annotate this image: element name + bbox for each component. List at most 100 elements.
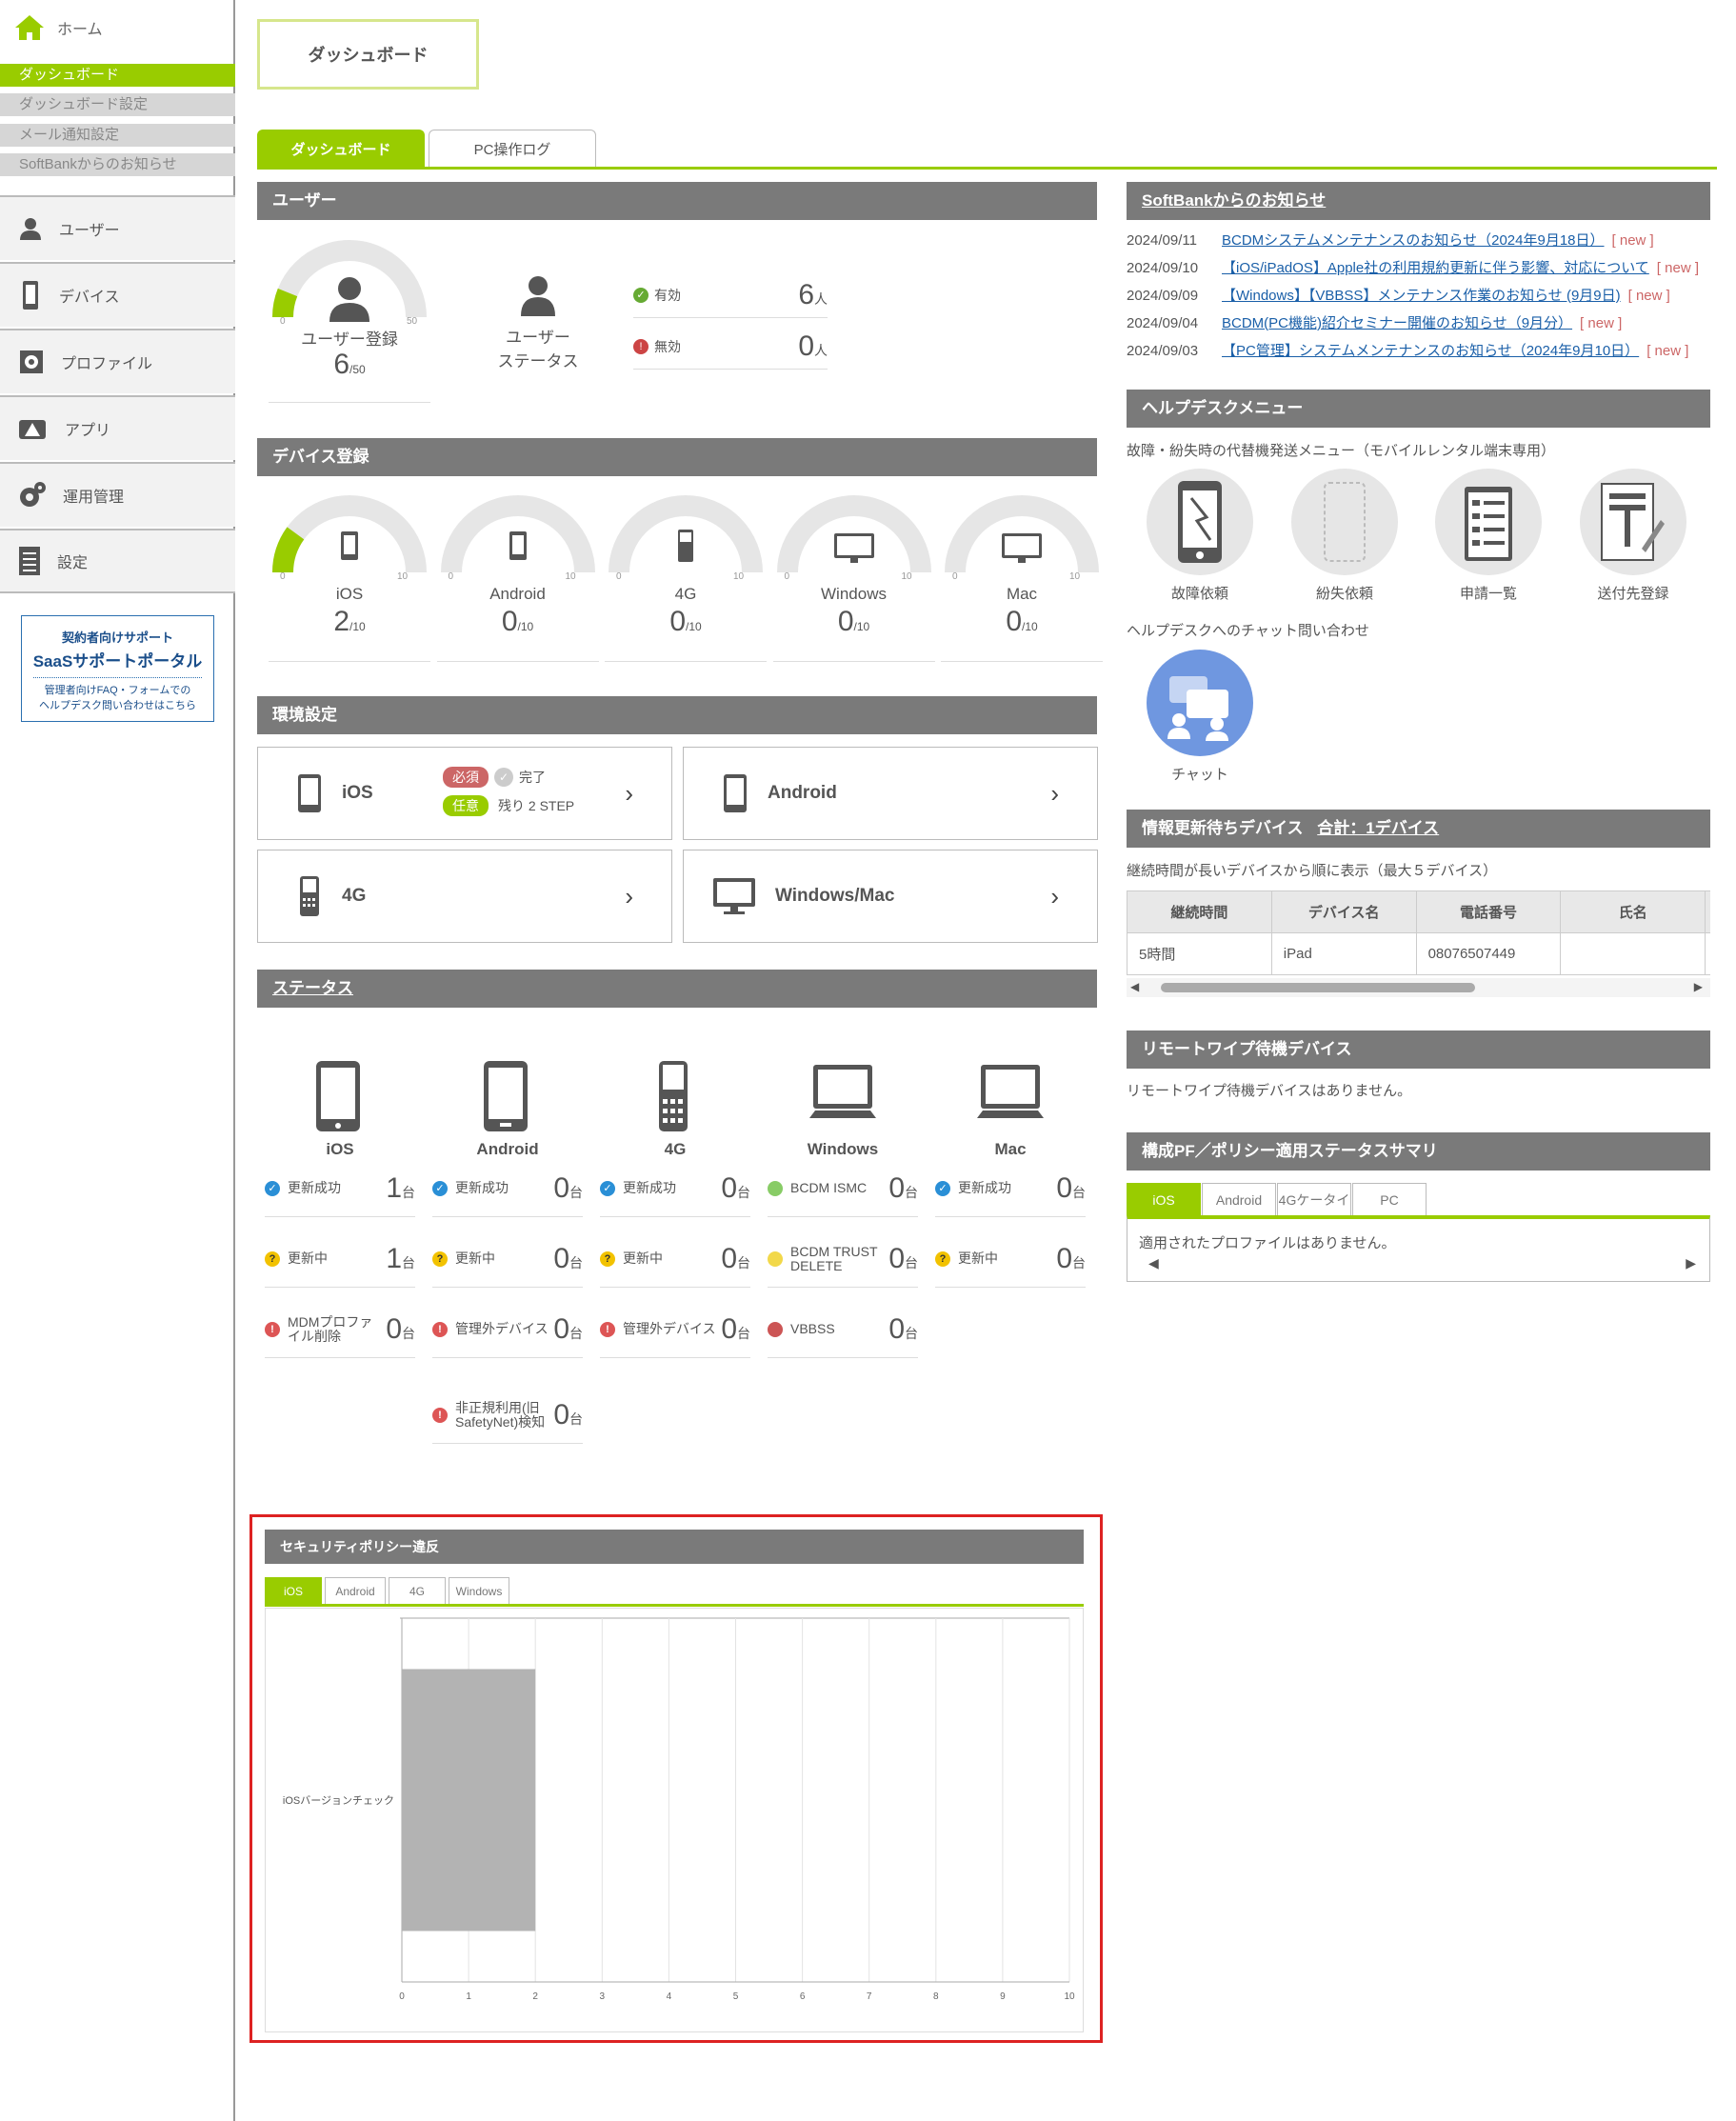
status-label: 更新成功	[455, 1180, 509, 1195]
status-device-label: Android	[476, 1140, 539, 1158]
news-link[interactable]: 【iOS/iPadOS】Apple社の利用規約更新に伴う影響、対応について	[1222, 260, 1649, 276]
env-winmac-card[interactable]: Windows/Mac ›	[683, 850, 1098, 943]
table-cell	[1560, 932, 1706, 975]
chevron-right-icon: ›	[1050, 881, 1059, 910]
table-header[interactable]: 氏名	[1560, 890, 1706, 933]
subnav-dashboard[interactable]: ダッシュボード	[0, 64, 235, 87]
nav-profiles[interactable]: プロファイル	[0, 329, 235, 393]
policy-tab-android[interactable]: Android	[1202, 1183, 1276, 1215]
status-row[interactable]: ? 更新中 0台	[432, 1231, 583, 1288]
nav-users[interactable]: ユーザー	[0, 195, 235, 260]
invalid-count: 0	[798, 330, 814, 362]
env-ios-card[interactable]: iOS 必須 ✓ 完了 任意 残り 2 STEP ›	[257, 747, 672, 840]
table-row[interactable]: 5時間 iPad 08076507449	[1127, 932, 1710, 975]
scroll-left-icon[interactable]: ◀	[1148, 1255, 1159, 1271]
status-count: 0	[553, 1398, 569, 1431]
device-gauge-value: 0/10	[941, 606, 1103, 638]
status-row[interactable]: ? 更新中 0台	[935, 1231, 1086, 1288]
policy-tab-ios[interactable]: iOS	[1127, 1183, 1201, 1215]
status-row[interactable]: ! 管理外デバイス 0台	[600, 1301, 750, 1358]
status-count: 1	[386, 1171, 402, 1204]
status-unit: 台	[1072, 1254, 1086, 1271]
table-header[interactable]: デバイス名	[1270, 890, 1417, 933]
env-4g-card[interactable]: 4G ›	[257, 850, 672, 943]
news-link[interactable]: BCDM(PC機能)紹介セミナー開催のお知らせ（9月分）	[1222, 315, 1573, 331]
status-row[interactable]: ? 更新中 1台	[265, 1231, 415, 1288]
env-section-header: 環境設定	[257, 696, 1097, 734]
security-tab-ios[interactable]: iOS	[265, 1577, 322, 1604]
user-icon	[521, 276, 555, 316]
feature-phone-icon	[300, 876, 319, 916]
scroll-left-icon[interactable]: ◀	[1130, 980, 1140, 993]
user-gauge: 0 50 ユーザー登録 6/50	[269, 236, 430, 408]
news-link[interactable]: BCDMシステムメンテナンスのお知らせ（2024年9月18日）	[1222, 232, 1605, 249]
subnav-softbank-news[interactable]: SoftBankからのお知らせ	[0, 153, 235, 176]
postal-mark-icon	[1601, 483, 1665, 561]
status-row[interactable]: ! 非正規利用(旧SafetyNet)検知 0台	[432, 1387, 583, 1444]
news-link[interactable]: 【Windows】【VBBSS】メンテナンス作業のお知らせ (9月9日)	[1222, 288, 1621, 304]
status-section-header[interactable]: ステータス	[257, 970, 1097, 1008]
subnav-dashboard-settings[interactable]: ダッシュボード設定	[0, 93, 235, 116]
status-row[interactable]: BCDM ISMC 0台	[768, 1160, 918, 1217]
table-cell: 5時間	[1127, 932, 1272, 975]
clipboard-icon	[1465, 487, 1512, 561]
nav-settings[interactable]: 設定	[0, 529, 235, 593]
device-gauge-value: 0/10	[773, 606, 935, 638]
policy-tab-pc[interactable]: PC	[1352, 1183, 1427, 1215]
main-tabs: ダッシュボード PC操作ログ	[257, 130, 596, 168]
policy-section-header: 構成PF／ポリシー適用ステータスサマリ	[1127, 1132, 1710, 1171]
security-tab-android[interactable]: Android	[325, 1577, 386, 1604]
table-header[interactable]: 継続時間	[1127, 890, 1272, 933]
document-icon	[19, 547, 40, 575]
pending-total[interactable]: 合計：1デバイス	[1317, 819, 1440, 837]
status-row[interactable]: ✓ 更新成功 0台	[600, 1160, 750, 1217]
status-unit: 台	[737, 1254, 750, 1271]
home-link[interactable]: ホーム	[13, 13, 103, 42]
status-row[interactable]: ✓ 更新成功 0台	[432, 1160, 583, 1217]
helpdesk-chat[interactable]: チャット	[1138, 650, 1262, 784]
nav-devices[interactable]: デバイス	[0, 262, 235, 327]
warning-icon: !	[265, 1321, 280, 1337]
status-row[interactable]: ! MDMプロファイル削除 0台	[265, 1301, 415, 1358]
helpdesk-lost[interactable]: 紛失依頼	[1283, 469, 1407, 603]
status-row[interactable]: ? 更新中 0台	[600, 1231, 750, 1288]
status-row[interactable]: ✓ 更新成功 1台	[265, 1160, 415, 1217]
table-header[interactable]: 部署	[1705, 890, 1710, 933]
support-portal-banner[interactable]: 契約者向けサポート SaaSサポートポータル 管理者向けFAQ・フォームでの ヘ…	[21, 615, 214, 722]
scroll-thumb[interactable]	[1161, 983, 1475, 992]
users-section-header: ユーザー	[257, 182, 1097, 220]
nav-apps[interactable]: アプリ	[0, 395, 235, 460]
x-tick-label: 6	[800, 1991, 806, 2002]
news-section-header[interactable]: SoftBankからのお知らせ	[1127, 182, 1710, 220]
status-row[interactable]: BCDM TRUST DELETE 0台	[768, 1231, 918, 1288]
x-tick-label: 1	[466, 1991, 471, 2002]
news-link[interactable]: 【PC管理】システムメンテナンスのお知らせ（2024年9月10日）	[1222, 343, 1640, 359]
helpdesk-applications[interactable]: 申請一覧	[1427, 469, 1550, 603]
tab-dashboard[interactable]: ダッシュボード	[257, 130, 425, 168]
pending-scrollbar[interactable]: ◀ ▶	[1127, 978, 1710, 997]
helpdesk-breakdown[interactable]: 故障依頼	[1138, 469, 1262, 603]
portal-line1: 契約者向けサポート	[61, 630, 173, 645]
policy-tab-4g[interactable]: 4Gケータイ	[1277, 1183, 1351, 1215]
warning-icon: !	[600, 1321, 615, 1337]
security-tab-4g[interactable]: 4G	[389, 1577, 446, 1604]
nav-operations[interactable]: 運用管理	[0, 462, 235, 527]
tab-pc-log[interactable]: PC操作ログ	[429, 130, 596, 168]
status-row[interactable]: ✓ 更新成功 0台	[935, 1160, 1086, 1217]
helpdesk-address[interactable]: 送付先登録	[1571, 469, 1695, 603]
table-header[interactable]: 電話番号	[1415, 890, 1562, 933]
device-gauge-value: 0/10	[605, 606, 767, 638]
security-tab-line	[265, 1604, 1084, 1607]
status-count: 0	[386, 1312, 402, 1345]
env-android-card[interactable]: Android ›	[683, 747, 1098, 840]
subnav-mail-settings[interactable]: メール通知設定	[0, 124, 235, 147]
security-tab-windows[interactable]: Windows	[449, 1577, 509, 1604]
status-device-mac: Mac	[939, 1059, 1082, 1159]
scroll-right-icon[interactable]: ▶	[1686, 1255, 1696, 1271]
status-count: 0	[721, 1171, 737, 1204]
status-row[interactable]: ! 管理外デバイス 0台	[432, 1301, 583, 1358]
status-row[interactable]: VBBSS 0台	[768, 1301, 918, 1358]
scroll-right-icon[interactable]: ▶	[1693, 980, 1703, 993]
status-unit: 台	[569, 1184, 583, 1200]
nav-settings-label: 設定	[57, 555, 89, 571]
